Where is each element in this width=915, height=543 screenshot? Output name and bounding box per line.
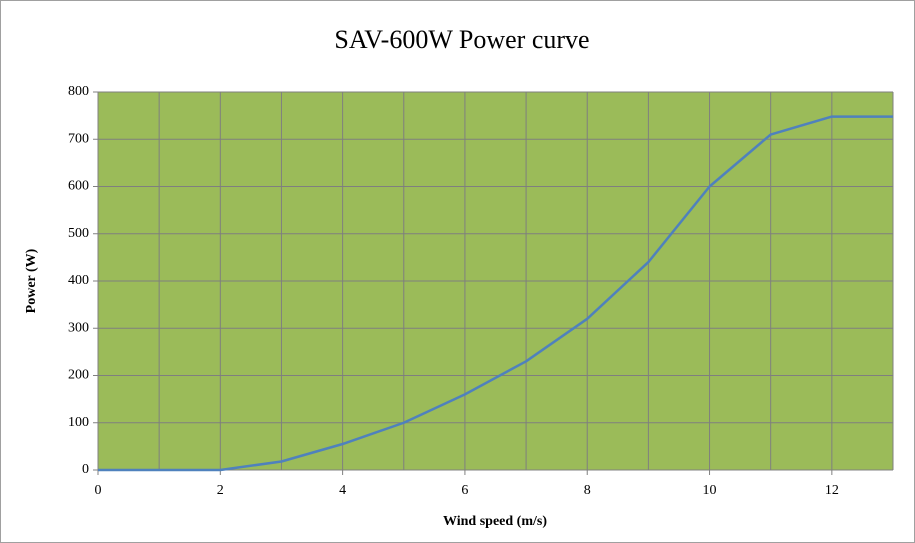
chart-title: SAV-600W Power curve [334,25,589,54]
x-tick-label: 4 [339,483,346,498]
x-axis-title: Wind speed (m/s) [443,514,547,529]
y-tick-label: 800 [68,84,89,99]
y-tick-label: 400 [68,273,89,288]
y-tick-label: 0 [82,462,89,477]
x-tick-label: 10 [703,483,717,498]
x-tick-label: 6 [461,483,468,498]
y-tick-label: 500 [68,226,89,241]
y-tick-label: 300 [68,320,89,335]
y-tick-label: 200 [68,368,89,383]
x-tick-label: 0 [95,483,102,498]
x-tick-label: 12 [825,483,839,498]
x-tick-label: 8 [584,483,591,498]
x-tick-label: 2 [217,483,224,498]
y-tick-label: 100 [68,415,89,430]
y-tick-label: 700 [68,131,89,146]
data-line [98,115,893,472]
y-tick-label: 600 [68,179,89,194]
y-axis-title: Power (W) [24,248,39,313]
